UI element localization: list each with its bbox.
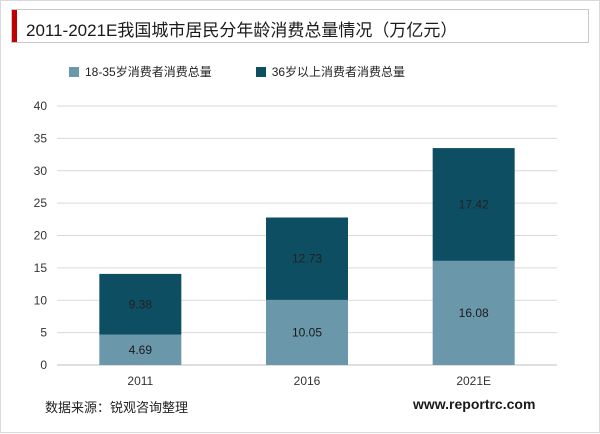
bar-young-2016 [266,299,348,365]
data-label: 17.42 [459,197,489,211]
y-tick-label: 35 [34,131,48,145]
bar-older-2021E [432,148,515,261]
y-tick-label: 0 [40,358,47,372]
bar-older-2011 [99,273,182,335]
legend: 18-35岁消费者消费总量 36岁以上消费者消费总量 [69,63,405,80]
y-tick-label: 5 [40,326,47,340]
legend-swatch-older [255,66,266,77]
bar-young-2011 [99,334,182,365]
chart-title: 2011-2021E我国城市居民分年龄消费总量情况（万亿元） [26,21,458,40]
legend-label-young: 18-35岁消费者消费总量 [85,65,212,79]
y-tick-label: 20 [34,229,48,243]
bar-older-2016 [266,217,348,300]
data-label: 16.08 [459,306,489,320]
bar-young-2021E [432,260,515,365]
x-tick-label: 2016 [294,374,321,388]
y-tick-label: 25 [34,196,48,210]
legend-swatch-young [69,66,79,77]
y-tick-label: 30 [34,164,48,178]
y-tick-label: 15 [34,261,48,275]
y-tick-label: 40 [34,99,48,113]
source-note: 数据来源：锐观咨询整理 [45,400,189,415]
legend-item-young: 18-35岁消费者消费总量 [69,63,212,80]
legend-item-older: 36岁以上消费者消费总量 [255,63,406,80]
x-tick-label: 2021E [456,374,491,388]
title-bar: 2011-2021E我国城市居民分年龄消费总量情况（万亿元） [11,9,589,43]
data-label: 9.38 [129,297,153,311]
data-label: 12.73 [292,252,322,266]
data-label: 4.69 [129,343,153,357]
website-url: www.reportrc.com [413,396,536,412]
y-tick-label: 10 [34,293,48,307]
legend-label-older: 36岁以上消费者消费总量 [271,65,406,79]
x-tick-label: 2011 [127,374,153,388]
data-label: 10.05 [292,325,322,339]
title-accent-bar [12,10,17,42]
